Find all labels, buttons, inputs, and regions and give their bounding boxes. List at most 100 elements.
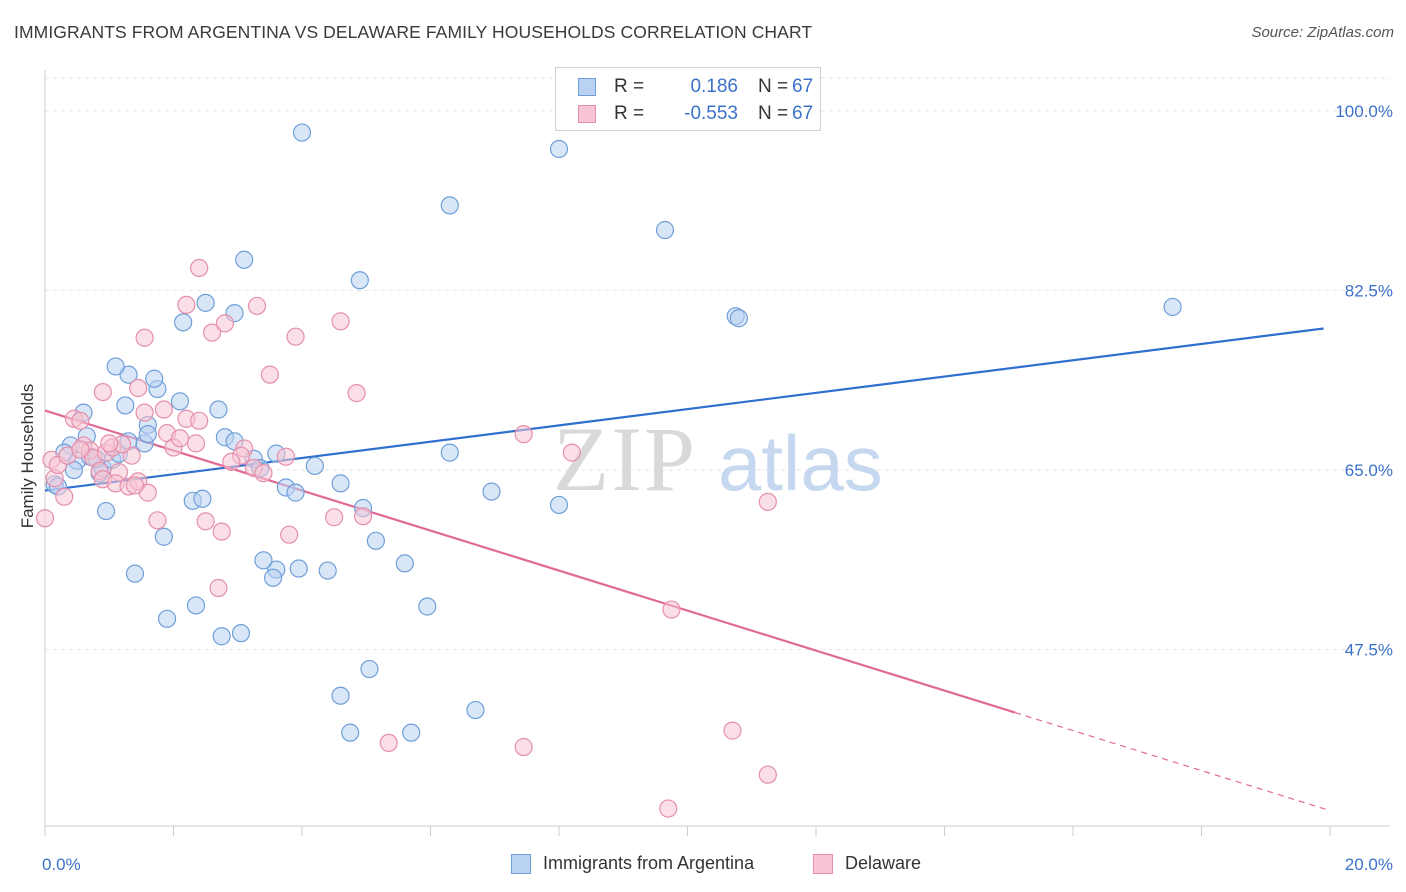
gridlines	[45, 77, 1390, 651]
scatter-point-blue	[157, 609, 177, 628]
scatter-point-blue	[193, 489, 212, 508]
watermark-atlas: atlas	[718, 419, 883, 507]
legend-swatch-blue	[578, 78, 596, 96]
scatter-point-pink	[247, 296, 267, 316]
scatter-point-blue	[170, 392, 190, 411]
scatter-points	[35, 123, 1182, 818]
scatter-point-blue	[305, 456, 324, 476]
scatter-point-blue	[729, 309, 749, 328]
scatter-point-blue	[212, 627, 231, 646]
y-tick-label: 82.5%	[1345, 282, 1393, 301]
legend-n-label: N =	[758, 76, 789, 97]
scatter-point-pink	[100, 434, 119, 453]
scatter-point-pink	[347, 384, 366, 403]
scatter-point-blue	[395, 554, 414, 573]
scatter-point-blue	[254, 551, 273, 570]
watermark: ZIP atlas	[553, 408, 883, 510]
legend-r-value: -0.553	[684, 103, 738, 124]
legend-n-value: 67	[792, 103, 814, 124]
trend-line-pink	[44, 409, 1016, 714]
scatter-point-pink	[723, 721, 742, 740]
scatter-point-blue	[466, 700, 485, 720]
scatter-point-pink	[190, 411, 209, 430]
scatter-point-blue	[125, 564, 145, 583]
series-swatch-pink	[813, 854, 833, 874]
scatter-point-blue	[209, 400, 228, 419]
scatter-point-pink	[196, 512, 215, 531]
scatter-point-blue	[106, 357, 125, 376]
scatter-point-pink	[379, 733, 398, 753]
scatter-point-pink	[562, 443, 581, 462]
scatter-point-blue	[235, 250, 254, 269]
scatter-point-blue	[549, 139, 569, 159]
series-swatch-blue	[511, 854, 531, 874]
scatter-point-pink	[215, 314, 234, 333]
legend-r-value: 0.186	[690, 76, 738, 97]
scatter-point-pink	[125, 476, 145, 495]
trend-line-pink-dashed	[1014, 712, 1331, 812]
legend-r-label: R =	[614, 103, 645, 124]
scatter-point-blue	[440, 443, 459, 462]
legend-r-label: R =	[614, 76, 645, 97]
scatter-point-pink	[222, 452, 241, 471]
source-label: Source: ZipAtlas.com	[1251, 24, 1394, 41]
x-tick-label: 0.0%	[42, 855, 81, 874]
legend-swatch-pink	[578, 105, 596, 123]
scatter-point-blue	[186, 596, 206, 615]
chart-title: IMMIGRANTS FROM ARGENTINA VS DELAWARE FA…	[14, 22, 813, 42]
trend-lines	[44, 327, 1331, 812]
scatter-point-pink	[758, 492, 777, 511]
scatter-point-pink	[331, 312, 350, 331]
scatter-point-blue	[289, 559, 308, 578]
scatter-point-blue	[366, 531, 385, 550]
scatter-point-blue	[154, 527, 173, 546]
scatter-point-pink	[209, 578, 228, 598]
scatter-point-pink	[148, 511, 167, 530]
scatter-point-pink	[659, 799, 678, 818]
scatter-point-pink	[758, 765, 777, 784]
scatter-point-blue	[318, 561, 337, 580]
scatter-point-pink	[186, 434, 206, 453]
legend-n-value: 67	[792, 76, 814, 97]
scatter-point-pink	[514, 425, 533, 444]
scatter-point-pink	[71, 411, 90, 430]
scatter-point-blue	[1163, 297, 1182, 317]
x-tick-label: 20.0%	[1345, 855, 1393, 874]
scatter-point-blue	[138, 425, 157, 444]
scatter-point-pink	[662, 600, 681, 619]
axes	[44, 70, 1390, 836]
scatter-point-pink	[325, 508, 344, 527]
correlation-legend: R = 0.186 N = 67 R = -0.553 N = 67	[555, 67, 821, 131]
scatter-point-pink	[170, 429, 190, 448]
scatter-point-blue	[440, 196, 459, 215]
scatter-point-blue	[482, 482, 501, 501]
scatter-point-pink	[135, 328, 154, 347]
scatter-point-blue	[418, 597, 437, 616]
scatter-point-pink	[260, 365, 279, 384]
scatter-point-pink	[212, 522, 231, 541]
scatter-point-blue	[350, 271, 369, 290]
scatter-point-pink	[353, 507, 373, 526]
scatter-point-blue	[231, 624, 251, 643]
scatter-point-pink	[154, 400, 173, 419]
scatter-point-blue	[286, 483, 305, 502]
legend-n-label: N =	[758, 103, 789, 124]
scatter-point-pink	[71, 440, 90, 459]
scatter-point-blue	[655, 220, 675, 240]
scatter-point-blue	[263, 568, 283, 587]
scatter-point-blue	[96, 501, 116, 521]
series-label-argentina: Immigrants from Argentina	[543, 853, 755, 873]
scatter-point-blue	[116, 396, 135, 415]
y-tick-label: 47.5%	[1345, 641, 1393, 660]
scatter-point-pink	[35, 509, 55, 528]
scatter-point-pink	[202, 323, 222, 342]
scatter-point-blue	[174, 313, 193, 332]
scatter-point-pink	[280, 525, 299, 544]
scatter-point-blue	[196, 293, 215, 312]
scatter-point-pink	[93, 382, 112, 402]
scatter-point-blue	[341, 723, 360, 742]
scatter-point-pink	[129, 378, 148, 398]
scatter-point-pink	[276, 447, 296, 466]
scatter-point-blue	[331, 474, 350, 493]
